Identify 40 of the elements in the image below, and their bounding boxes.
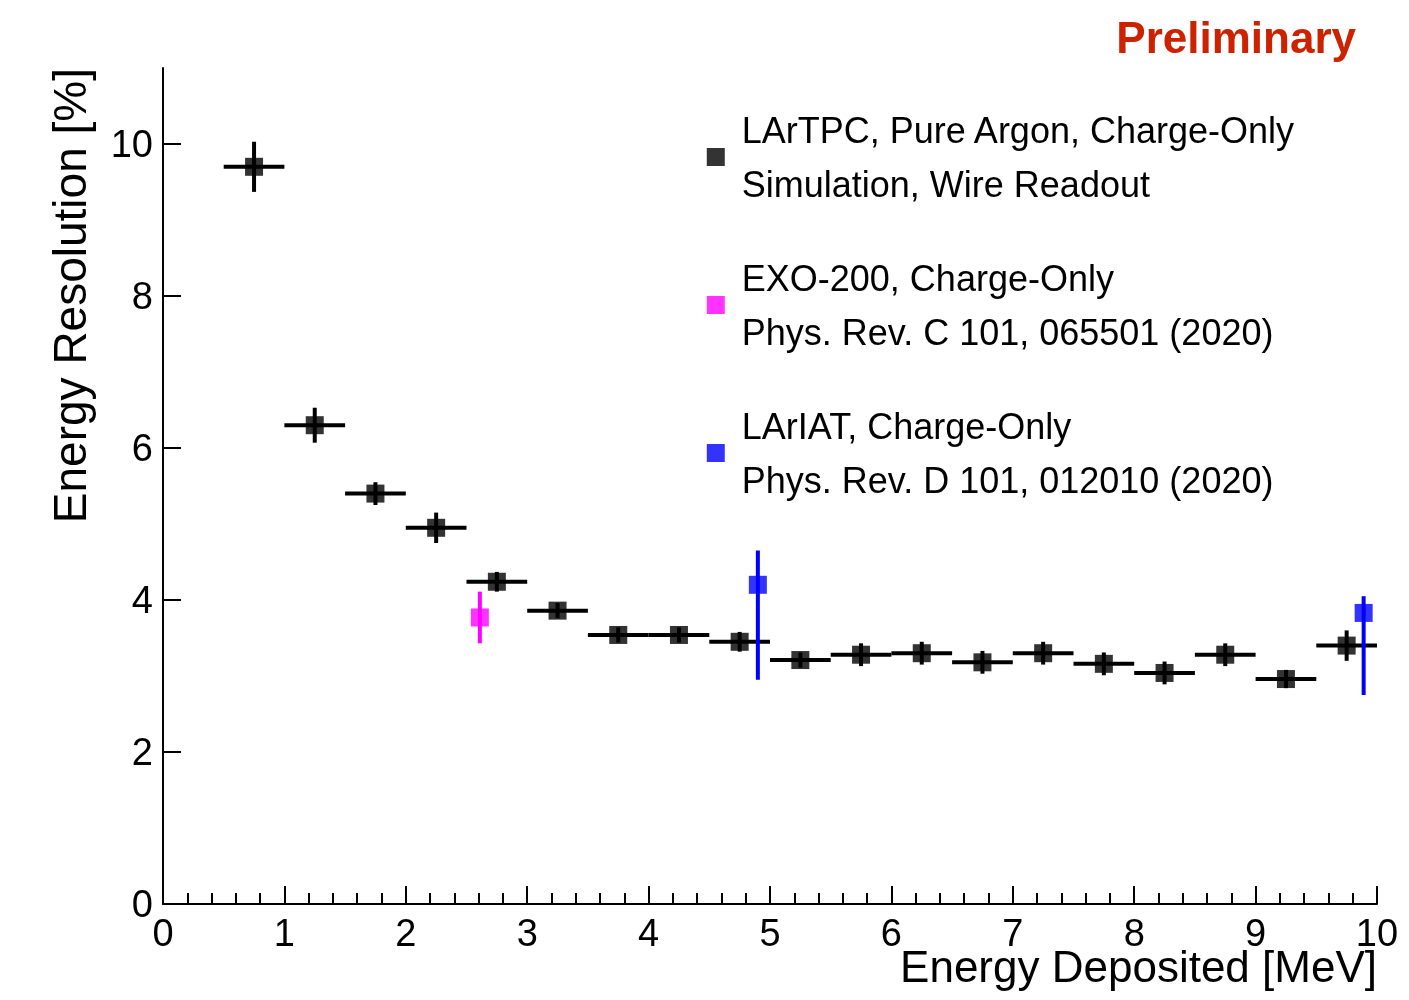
- y-tick-label: 0: [131, 883, 153, 925]
- y-tick-label: 2: [131, 731, 153, 773]
- point: [470, 608, 489, 627]
- point: [548, 601, 567, 620]
- point: [1216, 645, 1235, 664]
- point: [245, 157, 264, 176]
- point: [366, 484, 385, 503]
- point: [1094, 654, 1113, 673]
- point: [487, 572, 506, 591]
- point: [912, 644, 931, 663]
- point: [730, 632, 749, 651]
- chart-title: Preliminary: [1116, 12, 1357, 62]
- x-tick-label: 5: [759, 912, 781, 954]
- x-tick-label: 2: [395, 912, 417, 954]
- point: [1354, 603, 1373, 622]
- x-tick-label: 3: [516, 912, 538, 954]
- point: [1337, 636, 1356, 655]
- point: [609, 625, 628, 644]
- point: [852, 645, 871, 664]
- point: [427, 518, 446, 537]
- point: [1276, 670, 1295, 689]
- y-axis-title: Energy Resolution [%]: [44, 68, 96, 524]
- x-tick-label: 8: [1123, 912, 1145, 954]
- y-tick-label: 10: [110, 123, 153, 165]
- point: [1155, 663, 1174, 682]
- point: [669, 625, 688, 644]
- x-tick-label: 6: [880, 912, 902, 954]
- point: [973, 653, 992, 672]
- y-tick-label: 8: [131, 275, 153, 317]
- point: [305, 416, 324, 435]
- point: [1034, 644, 1053, 663]
- x-tick-label: 4: [638, 912, 660, 954]
- legend-label: LArIAT, Charge-Only Phys. Rev. D 101, 012010 (2020): [741, 405, 1274, 501]
- x-tick-label: 1: [273, 912, 295, 954]
- legend-label: LArTPC, Pure Argon, Charge-Only Simulation, Wire Readout: [741, 109, 1295, 205]
- y-tick-label: 6: [131, 427, 153, 469]
- legend-label: EXO-200, Charge-Only Phys. Rev. C 101, 065501 (2020): [741, 257, 1274, 353]
- point: [748, 575, 767, 594]
- point: [791, 651, 810, 670]
- y-tick-label: 4: [131, 579, 153, 621]
